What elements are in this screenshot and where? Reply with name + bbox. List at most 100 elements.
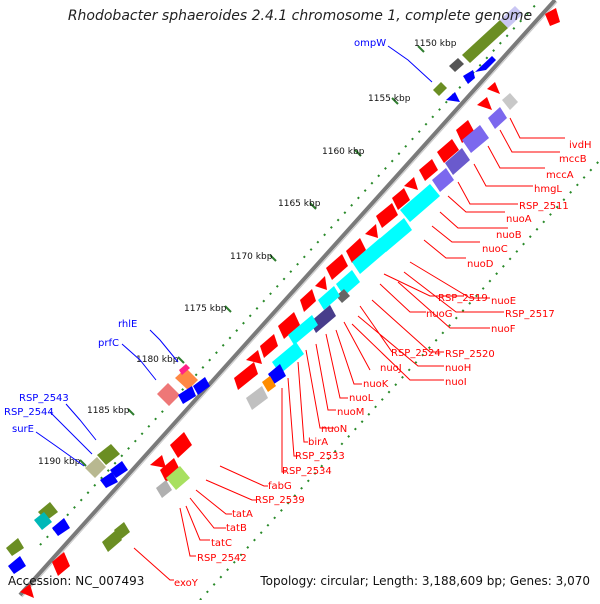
gene-label: mccA xyxy=(546,170,574,181)
gene-cyan xyxy=(400,184,440,222)
genome-backbone-shadow xyxy=(21,1,558,598)
gene-cyan xyxy=(318,286,340,310)
gene-red xyxy=(234,362,258,390)
gene-blue xyxy=(463,70,475,84)
gene-red xyxy=(246,350,262,364)
gene-blue xyxy=(193,377,210,395)
gene-blue xyxy=(178,386,196,404)
gene-label: hmgL xyxy=(534,184,562,195)
tick-label: 1160 kbp xyxy=(322,147,365,157)
gene-label: tatA xyxy=(232,509,253,520)
gene-label: exoY xyxy=(174,578,199,589)
tick-label: 1185 kbp xyxy=(87,406,130,416)
tick-marks xyxy=(79,45,425,467)
gene-red xyxy=(346,238,366,263)
tick-label: 1165 kbp xyxy=(278,199,321,209)
gene-label: nuoE xyxy=(491,296,516,307)
blue-leader-lines xyxy=(35,45,433,467)
gene-red xyxy=(52,552,70,576)
gene-track-outer xyxy=(6,6,523,574)
gene-red xyxy=(326,254,348,280)
gene-label: nuoM xyxy=(337,407,364,418)
gene-red xyxy=(160,458,180,482)
gene-label: prfC xyxy=(98,338,119,349)
gene-red xyxy=(365,224,378,238)
gene-purple xyxy=(445,148,470,175)
gene-blue xyxy=(110,461,128,478)
gene-label: fabG xyxy=(268,481,292,492)
tick-label: 1175 kbp xyxy=(184,304,227,314)
gene-orange xyxy=(262,376,276,392)
gene-label: nuoG xyxy=(426,309,453,320)
genome-backbone xyxy=(18,0,557,597)
gene-olive xyxy=(6,538,24,556)
gene-label: RSP_2511 xyxy=(519,201,569,212)
gene-gray xyxy=(246,386,268,410)
gene-purple xyxy=(488,107,507,129)
gene-cyan xyxy=(378,218,412,252)
gene-olive xyxy=(462,20,508,63)
gene-gray xyxy=(156,480,172,498)
gene-gray xyxy=(336,289,350,303)
gene-label: RSP_2519 xyxy=(438,293,488,304)
gene-blue xyxy=(268,364,286,384)
gene-label: RSP_2544 xyxy=(4,407,54,418)
gene-gray xyxy=(449,58,464,72)
gene-label: tatC xyxy=(211,538,232,549)
gene-label: nuoK xyxy=(363,379,389,390)
gene-label: mccB xyxy=(559,154,587,165)
gene-multi xyxy=(175,368,198,390)
gene-pink xyxy=(157,383,180,406)
gene-red xyxy=(437,139,459,163)
gene-label: nuoA xyxy=(506,214,532,225)
gene-red xyxy=(477,97,492,110)
gene-label: nuoH xyxy=(445,363,471,374)
tick-label: 1150 kbp xyxy=(414,39,457,49)
tick-label: 1170 kbp xyxy=(230,252,273,262)
gene-label: nuoD xyxy=(467,259,494,270)
gene-blue xyxy=(52,518,70,536)
gene-label: RSP_2517 xyxy=(505,309,555,320)
gene-olive xyxy=(102,530,122,552)
tick-label: 1180 kbp xyxy=(136,355,179,365)
gene-red xyxy=(456,120,475,143)
gene-lime xyxy=(166,466,190,490)
gene-track-inner xyxy=(20,8,560,598)
gene-label: surE xyxy=(12,424,34,435)
gene-red xyxy=(545,8,560,26)
tick-label: 1190 kbp xyxy=(38,457,81,467)
gene-olive xyxy=(97,444,120,465)
gene-cyan xyxy=(34,512,52,530)
gene-red xyxy=(487,82,500,94)
gene-label: birA xyxy=(308,437,328,448)
gene-red xyxy=(278,312,300,339)
gene-lavender xyxy=(500,6,523,28)
summary-text: Topology: circular; Length: 3,188,609 bp… xyxy=(260,574,590,588)
gene-gray xyxy=(502,93,518,110)
gene-label: RSP_2520 xyxy=(445,349,495,360)
gene-label: nuoF xyxy=(491,324,516,335)
gene-olive xyxy=(114,522,130,540)
gene-label: rhlE xyxy=(118,319,137,330)
gene-red xyxy=(315,276,327,290)
gene-magenta xyxy=(179,364,190,375)
gene-cyan xyxy=(352,238,388,274)
gene-label: nuoI xyxy=(445,377,467,388)
gene-label: RSP_2524 xyxy=(391,348,441,359)
gene-beige xyxy=(85,457,106,478)
gene-red xyxy=(170,432,192,458)
gene-label: nuoJ xyxy=(380,363,402,374)
gene-label: RSP_2539 xyxy=(255,495,305,506)
gene-purple xyxy=(432,168,454,192)
gene-label: tatB xyxy=(226,523,247,534)
gene-cyan xyxy=(288,315,318,345)
gene-red xyxy=(392,188,410,210)
gene-label: ivdH xyxy=(569,140,592,151)
gene-label: nuoN xyxy=(321,424,347,435)
gene-red xyxy=(150,455,166,468)
accession-text: Accession: NC_007493 xyxy=(8,574,145,588)
gene-red xyxy=(419,159,438,181)
gene-label: ompW xyxy=(354,38,386,49)
red-leader-lines xyxy=(133,117,565,581)
